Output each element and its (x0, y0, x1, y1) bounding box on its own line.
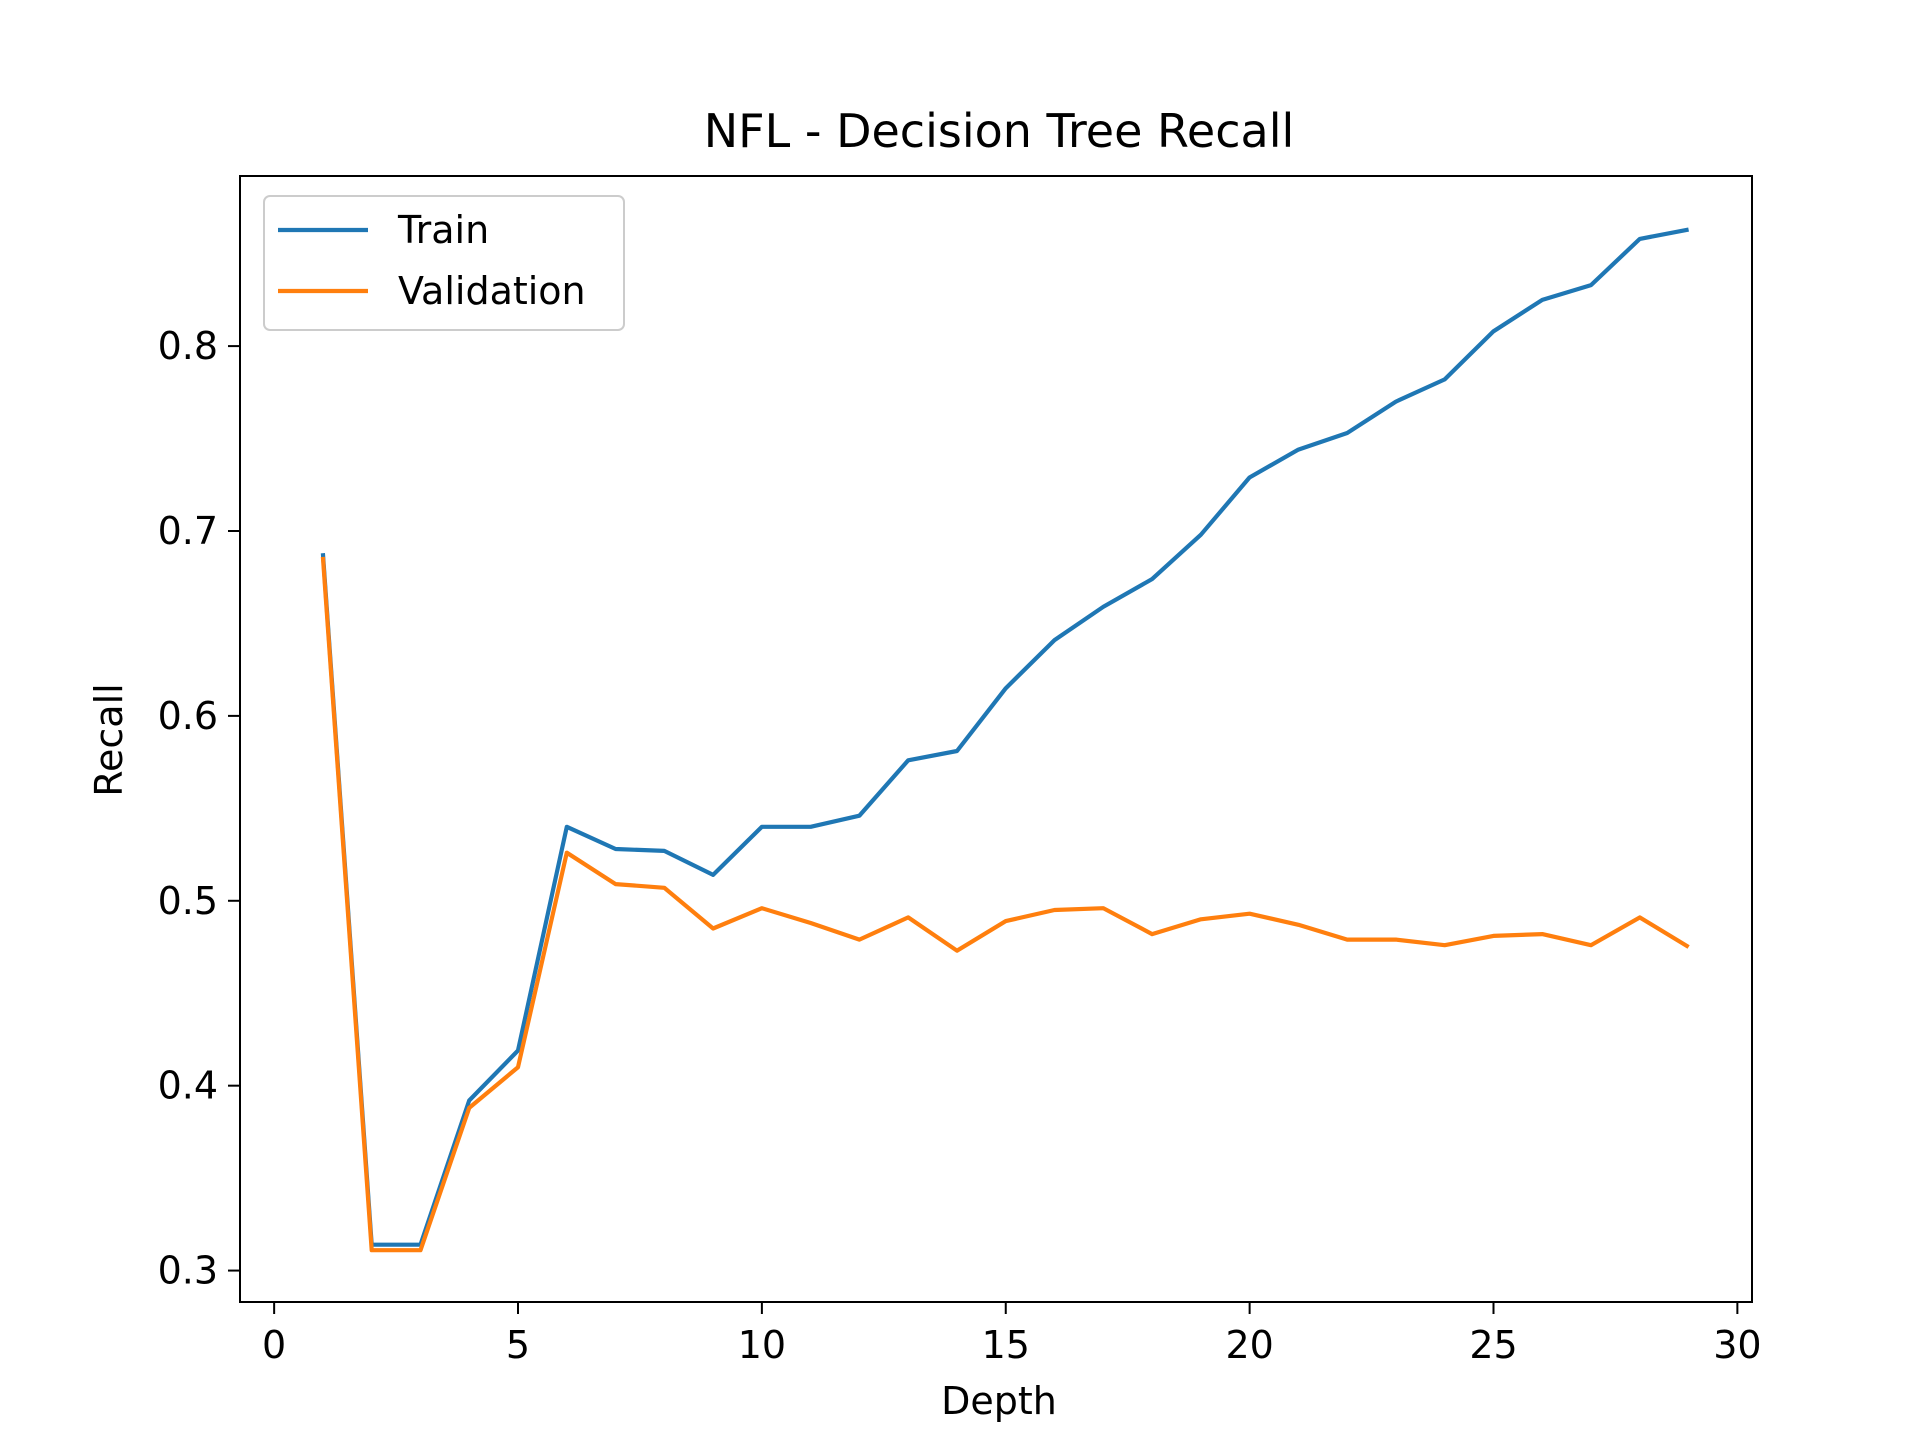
y-axis-title: Recall (87, 683, 131, 796)
y-tick-label: 0.4 (158, 1064, 218, 1108)
x-tick-label: 20 (1225, 1323, 1273, 1367)
y-tick-label: 0.7 (158, 509, 218, 553)
legend: Train Validation (263, 195, 625, 331)
legend-label-validation: Validation (398, 269, 586, 313)
y-tick-label: 0.5 (158, 879, 218, 923)
y-tick-label: 0.8 (158, 324, 218, 368)
legend-label-train: Train (397, 208, 489, 252)
series-line-train (320, 227, 1689, 1247)
plot-area (320, 227, 1690, 1253)
x-axis-title: Depth (941, 1379, 1057, 1423)
series-line-validation (320, 556, 1690, 1253)
x-tick-label: 25 (1469, 1323, 1517, 1367)
x-tick-label: 15 (982, 1323, 1030, 1367)
x-tick-label: 10 (738, 1323, 786, 1367)
x-tick-label: 0 (262, 1323, 286, 1367)
x-tick-label: 30 (1713, 1323, 1761, 1367)
x-tick-label: 5 (506, 1323, 530, 1367)
chart-title: NFL - Decision Tree Recall (704, 104, 1295, 158)
y-tick-label: 0.6 (158, 694, 218, 738)
axes-frame (239, 175, 1753, 1303)
y-tick-label: 0.3 (158, 1249, 218, 1293)
axes: 0 5 10 15 20 25 30 0.3 0.4 0.5 0.6 0.7 0.8 (158, 175, 1762, 1367)
